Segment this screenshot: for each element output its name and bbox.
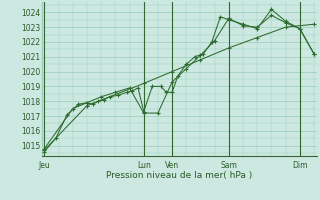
- X-axis label: Pression niveau de la mer( hPa ): Pression niveau de la mer( hPa ): [106, 171, 252, 180]
